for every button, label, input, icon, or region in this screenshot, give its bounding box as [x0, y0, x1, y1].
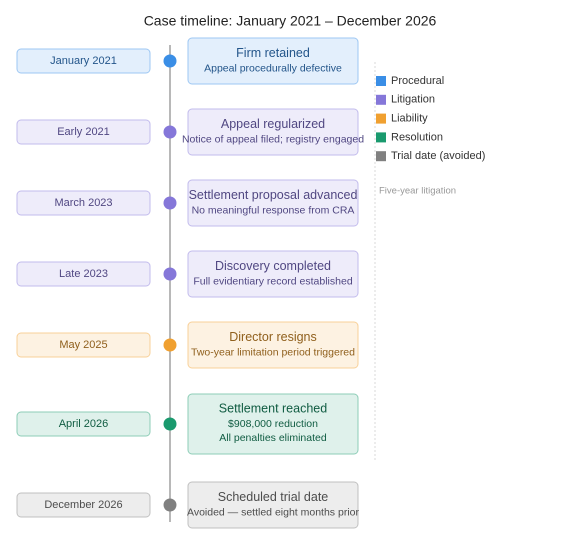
date-box — [16, 261, 151, 287]
date-label: May 2025 — [59, 339, 107, 351]
event-detail: No meaningful response from CRA — [192, 204, 355, 216]
legend-label: Procedural — [391, 75, 444, 87]
legend-swatch — [376, 76, 386, 86]
event-title: Discovery completed — [215, 259, 331, 273]
date-label: Early 2021 — [57, 126, 110, 138]
legend-swatch — [376, 151, 386, 162]
event-title: Settlement proposal advanced — [189, 188, 358, 202]
event-detail: Appeal procedurally defective — [204, 62, 342, 74]
event-detail: Avoided — settled eight months prior — [187, 506, 359, 518]
legend-swatch — [376, 113, 386, 124]
legend-swatch — [376, 132, 386, 143]
timeline-dot — [163, 417, 177, 431]
legend-swatch — [376, 94, 386, 105]
legend-label: Trial date (avoided) — [391, 150, 485, 162]
title: Case timeline: January 2021 – December 2… — [144, 13, 437, 29]
timeline-dot — [163, 338, 177, 352]
date-label: March 2023 — [54, 197, 112, 209]
event-box — [187, 481, 359, 529]
event-box — [187, 321, 359, 369]
event-title: Settlement reached — [219, 401, 327, 415]
timeline-dot — [163, 125, 177, 139]
event-title: Firm retained — [236, 46, 310, 60]
event-title: Scheduled trial date — [218, 490, 329, 504]
event-title: Director resigns — [229, 330, 317, 344]
event-detail: Full evidentiary record established — [193, 275, 352, 287]
date-label: Late 2023 — [59, 268, 108, 280]
timeline-dot — [163, 196, 177, 210]
event-box — [187, 393, 359, 455]
event-detail: All penalties eliminated — [219, 432, 327, 444]
date-box — [16, 48, 151, 74]
timeline-dot — [163, 54, 177, 68]
timeline-dot — [163, 267, 177, 281]
event-box — [187, 179, 359, 227]
date-label: April 2026 — [59, 418, 109, 430]
event-title: Appeal regularized — [221, 117, 325, 131]
event-detail: Two-year limitation period triggered — [191, 346, 355, 358]
date-label: December 2026 — [44, 499, 122, 511]
date-label: January 2021 — [50, 55, 117, 67]
legend-label: Resolution — [391, 131, 443, 143]
legend-label: Litigation — [391, 94, 435, 106]
timeline-dot — [163, 498, 177, 512]
date-box — [16, 411, 151, 437]
event-box — [187, 250, 359, 298]
date-box — [16, 492, 151, 518]
annotation: Five-year litigation — [379, 186, 456, 197]
date-box — [16, 332, 151, 358]
date-box — [16, 190, 151, 216]
event-detail: $908,000 reduction — [228, 418, 318, 430]
event-detail: Notice of appeal filed; registry engaged — [182, 133, 364, 145]
legend-label: Liability — [391, 113, 428, 125]
date-box — [16, 119, 151, 145]
event-box — [187, 108, 359, 156]
event-box — [187, 37, 359, 85]
